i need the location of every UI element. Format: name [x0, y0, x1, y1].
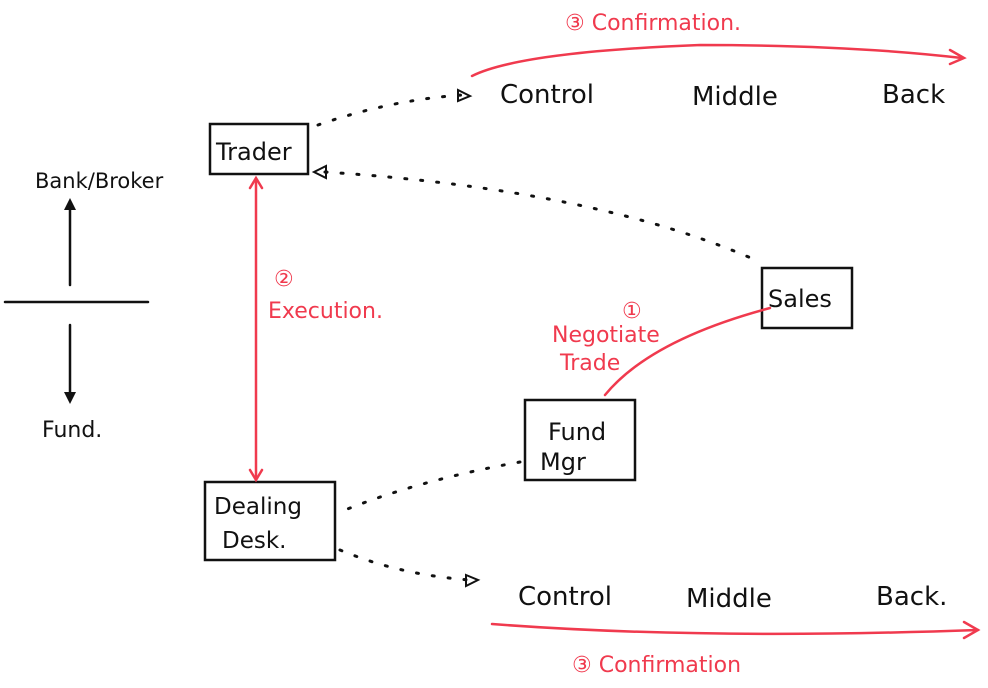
bottom-confirmation-label: ③ Confirmation: [572, 653, 741, 678]
negotiate-number: ①: [622, 299, 642, 324]
dealing-to-control-dotted: [338, 548, 472, 582]
bank-broker-label: Bank/Broker: [35, 169, 164, 193]
negotiate-line1: Negotiate: [552, 323, 660, 348]
trader-label: Trader: [215, 138, 292, 166]
execution-label: Execution.: [268, 299, 383, 324]
sales-label: Sales: [768, 285, 832, 313]
execution-number: ②: [274, 267, 294, 292]
sales-to-trader-dotted: [323, 170, 762, 264]
bottom-back: Back.: [876, 582, 947, 612]
bottom-middle: Middle: [686, 584, 772, 614]
sales-box: [760, 266, 854, 330]
trader-to-control-dotted: [316, 93, 464, 127]
arrow-down-head: [64, 392, 76, 404]
top-confirmation-arrow: [470, 43, 964, 78]
top-middle: Middle: [692, 82, 778, 112]
trader-box: [208, 122, 310, 176]
fund-label: Fund.: [42, 418, 102, 443]
fund-mgr-line2: Mgr: [540, 448, 586, 476]
bottom-control: Control: [518, 582, 612, 612]
top-back: Back: [882, 80, 945, 110]
arrow-up-head: [64, 198, 76, 210]
fund-mgr-line1: Fund: [548, 418, 606, 446]
fundmgr-to-dealing-dotted: [343, 460, 522, 512]
bottom-confirmation-arrow: [490, 622, 980, 636]
negotiate-line2: Trade: [559, 351, 620, 376]
top-control: Control: [500, 80, 594, 110]
fund-mgr-box: [523, 398, 637, 482]
dealing-desk-line2: Desk.: [222, 528, 286, 554]
dealing-desk-line1: Dealing: [214, 494, 302, 520]
top-confirmation-label: ③ Confirmation.: [565, 11, 741, 36]
dealing-desk-box: [203, 480, 337, 562]
negotiate-line: [603, 306, 772, 397]
